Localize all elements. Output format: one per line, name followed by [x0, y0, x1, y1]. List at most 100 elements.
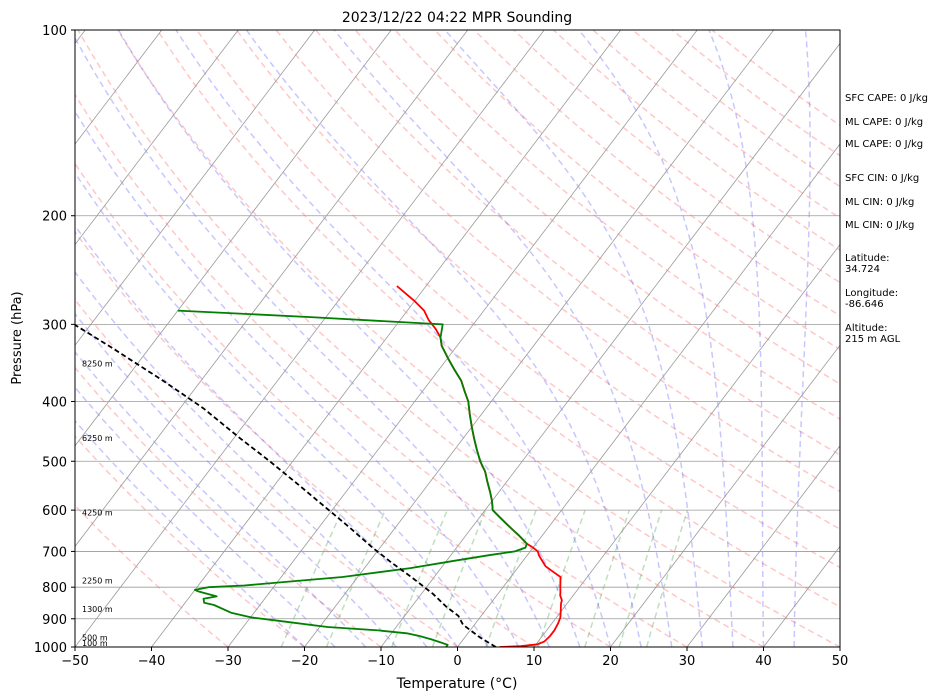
moist-adiabat-line	[75, 110, 520, 647]
x-tick-label: 30	[679, 654, 696, 669]
dry-adiabat-line	[75, 366, 382, 647]
moist-adiabat-line	[75, 171, 489, 647]
isotherm-line	[75, 30, 239, 246]
info-line: -86.646	[845, 299, 884, 310]
y-tick-label: 800	[42, 581, 67, 596]
moist-adiabat-line	[117, 30, 581, 647]
x-axis-label: Temperature (°C)	[396, 676, 518, 692]
dry-adiabat-line	[75, 162, 611, 647]
dry-adiabat-line	[156, 30, 840, 608]
dry-adiabat-line	[75, 298, 458, 647]
moist-adiabat-line	[245, 30, 642, 647]
x-tick-label: 0	[453, 654, 461, 669]
y-tick-label: 200	[42, 210, 67, 225]
dry-adiabat-line	[75, 230, 535, 647]
dry-adiabat-line	[513, 30, 840, 284]
dewpoint-trace	[177, 309, 528, 647]
y-axis-label: Pressure (hPa)	[10, 291, 25, 384]
isotherm-line	[304, 30, 775, 647]
height-label: 100 m	[82, 639, 108, 648]
isotherm-line	[75, 30, 469, 548]
dry-adiabat-line	[196, 30, 840, 569]
info-line: ML CAPE: 0 J/kg	[845, 117, 924, 128]
y-tick-label: 600	[42, 504, 67, 519]
x-tick-label: 50	[832, 654, 849, 669]
x-tick-label: −30	[214, 654, 241, 669]
dry-adiabat-line	[77, 30, 764, 647]
x-tick-label: −40	[138, 654, 165, 669]
info-line: ML CIN: 0 J/kg	[845, 220, 915, 231]
moist-adiabat-line	[333, 30, 673, 647]
dry-adiabat-line	[116, 30, 840, 647]
moist-adiabat-line	[75, 270, 428, 647]
moist-adiabat-line	[75, 224, 459, 647]
isotherm-line	[75, 30, 545, 647]
x-tick-label: 10	[526, 654, 543, 669]
height-label: 2250 m	[82, 576, 113, 585]
chart-title: 2023/12/22 04:22 MPR Sounding	[342, 10, 572, 26]
isotherm-line	[610, 344, 840, 647]
mixing-ratio-line	[645, 509, 689, 647]
parcel-path-trace	[75, 323, 497, 647]
height-label: 4250 m	[82, 508, 113, 517]
moist-adiabat-line	[444, 30, 704, 647]
info-line: Altitude:	[845, 323, 888, 334]
info-line: Longitude:	[845, 288, 899, 299]
temperature-trace	[396, 285, 563, 647]
moist-adiabat-line	[708, 30, 765, 647]
moist-adiabat-line	[793, 30, 811, 647]
moist-adiabat-line	[578, 30, 734, 647]
moist-adiabat-line	[175, 30, 612, 647]
x-tick-label: 40	[755, 654, 772, 669]
isotherm-line	[227, 30, 698, 647]
y-tick-label: 700	[42, 545, 67, 560]
dry-adiabat-line	[315, 30, 840, 456]
x-tick-label: 20	[602, 654, 619, 669]
info-line: 34.724	[845, 264, 880, 275]
moist-adiabat-line	[75, 386, 336, 647]
height-label: 6250 m	[82, 434, 113, 443]
y-tick-label: 1000	[34, 641, 67, 656]
dry-adiabat-line	[354, 30, 840, 420]
grid-layer	[0, 30, 840, 647]
isotherm-line	[457, 143, 840, 647]
info-line: Latitude:	[845, 253, 890, 264]
y-tick-label: 400	[42, 395, 67, 410]
info-line: SFC CIN: 0 J/kg	[845, 173, 920, 184]
x-tick-label: −10	[367, 654, 394, 669]
isotherm-line	[533, 243, 840, 647]
height-label: 1300 m	[82, 605, 113, 614]
x-tick-label: −50	[61, 654, 88, 669]
isotherm-line	[686, 445, 840, 647]
info-line: ML CAPE: 0 J/kg	[845, 139, 924, 150]
isotherm-line	[75, 30, 163, 145]
info-line: SFC CAPE: 0 J/kg	[845, 93, 928, 104]
isotherm-line	[380, 42, 840, 647]
y-tick-label: 900	[42, 613, 67, 628]
x-tick-label: −20	[291, 654, 318, 669]
series-layer	[75, 285, 563, 647]
y-tick-label: 100	[42, 24, 67, 39]
isotherm-line	[75, 30, 392, 447]
dry-adiabat-line	[394, 30, 840, 385]
isotherm-line	[75, 30, 316, 346]
isotherm-line	[0, 30, 9, 647]
info-line: 215 m AGL	[845, 334, 901, 345]
mixing-ratio-line	[485, 509, 537, 647]
isotherm-line	[151, 30, 622, 647]
moist-adiabat-line	[75, 419, 306, 647]
y-tick-label: 300	[42, 318, 67, 333]
dry-adiabat-line	[75, 93, 688, 647]
mixing-ratio-line	[537, 509, 586, 647]
info-line: ML CIN: 0 J/kg	[845, 197, 915, 208]
plot-frame	[74, 29, 841, 648]
moist-adiabat-line	[75, 350, 367, 647]
dry-adiabat-line	[75, 435, 305, 647]
height-label: 500 m	[82, 633, 108, 642]
moist-adiabat-line	[75, 36, 550, 647]
y-tick-label: 500	[42, 455, 67, 470]
dry-adiabat-line	[235, 30, 840, 530]
